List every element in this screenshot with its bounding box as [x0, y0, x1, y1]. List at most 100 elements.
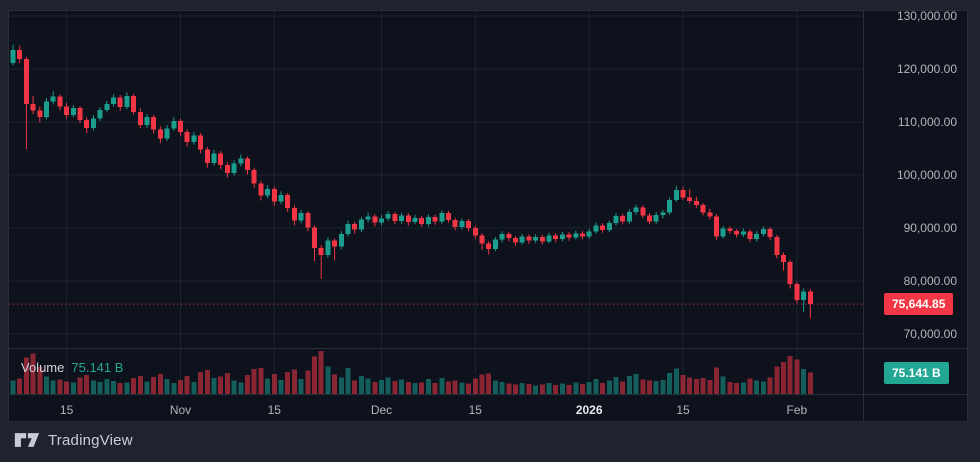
candle-body: [144, 117, 150, 126]
price-axis-separator: [863, 11, 864, 421]
volume-bar: [499, 382, 505, 394]
candle-body: [278, 195, 284, 202]
volume-bar: [211, 377, 217, 394]
volume-bar: [265, 378, 271, 394]
price-chart-canvas[interactable]: [9, 11, 968, 422]
candle-body: [499, 233, 505, 240]
price-axis-label: 130,000.00: [896, 10, 957, 23]
volume-bar: [492, 380, 498, 394]
tradingview-logo[interactable]: TradingView: [14, 431, 133, 449]
volume-bar: [104, 378, 110, 394]
candle-body: [633, 207, 639, 213]
candle-body: [559, 234, 565, 240]
candle-body: [626, 212, 632, 222]
candle-body: [586, 231, 592, 237]
candle-body: [117, 97, 123, 108]
volume-bar: [44, 376, 49, 394]
price-axis-label: 80,000.00: [903, 274, 957, 288]
candle-body: [312, 227, 317, 249]
volume-bar: [97, 382, 103, 394]
volume-legend-value: 75.141 B: [71, 360, 124, 375]
volume-bar: [787, 355, 793, 394]
volume-bar: [338, 377, 344, 394]
candle-body: [258, 183, 264, 196]
candle-body: [385, 214, 391, 219]
candle-body: [184, 132, 190, 143]
volume-bar: [660, 379, 666, 394]
candle-body: [131, 96, 137, 112]
candle-body: [10, 49, 16, 64]
volume-bar: [345, 368, 351, 394]
price-axis-label: 90,000.00: [903, 221, 957, 235]
candle-body: [466, 221, 472, 228]
candle-body: [580, 233, 585, 237]
candle-body: [285, 195, 291, 208]
candle-body: [231, 163, 237, 173]
volume-badge: 75.141 B: [884, 362, 949, 384]
candle-body: [452, 220, 458, 227]
volume-bar: [700, 377, 706, 394]
volume-bar: [667, 372, 673, 394]
volume-bar: [781, 362, 786, 394]
candle-body: [111, 97, 116, 104]
volume-bar: [298, 379, 304, 394]
candle-body: [734, 231, 740, 235]
candle-body: [680, 189, 686, 198]
volume-bar: [513, 384, 518, 394]
candle-body: [727, 228, 733, 232]
candle-body: [519, 236, 525, 243]
candle-body: [30, 103, 36, 111]
volume-bar: [117, 383, 123, 394]
candle-body: [204, 149, 210, 163]
pane-separator[interactable]: [9, 348, 967, 349]
volume-bar: [312, 356, 317, 394]
candle-body: [245, 158, 250, 171]
volume-bar: [90, 380, 96, 394]
volume-bar: [245, 375, 250, 394]
volume-bar: [137, 376, 143, 394]
candle-body: [573, 233, 579, 238]
candle-body: [526, 236, 532, 241]
candle-body: [90, 118, 96, 128]
candle-body: [23, 58, 29, 104]
candle-body: [191, 135, 197, 143]
volume-bar: [84, 375, 90, 394]
volume-legend[interactable]: Volume 75.141 B: [21, 359, 123, 377]
volume-bar: [258, 367, 264, 394]
candle-body: [137, 111, 143, 126]
volume-bar: [546, 383, 552, 394]
candle-body: [271, 188, 277, 202]
volume-bar: [714, 367, 719, 394]
candle-body: [352, 223, 358, 230]
time-axis-label: 15: [267, 403, 281, 417]
volume-bar: [720, 376, 726, 394]
candle-body: [365, 216, 371, 220]
price-axis-label: 110,000.00: [897, 115, 957, 129]
candle-body: [794, 284, 800, 301]
candle-body: [553, 235, 559, 240]
volume-bar: [64, 381, 70, 394]
volume-bar: [680, 375, 686, 394]
volume-bar: [640, 379, 646, 394]
candle-body: [593, 225, 599, 232]
volume-bar: [459, 382, 465, 394]
volume-bar: [271, 373, 277, 394]
candle-body: [653, 214, 659, 222]
candle-body: [533, 237, 539, 241]
volume-bar: [77, 377, 83, 394]
volume-bar: [566, 385, 572, 394]
volume-bar: [318, 351, 324, 394]
volume-bar: [559, 383, 565, 394]
candle-body: [399, 215, 405, 222]
candle-body: [767, 229, 773, 238]
volume-bar: [184, 375, 190, 394]
time-axis-label: 15: [468, 403, 482, 417]
volume-bar: [178, 380, 183, 394]
candle-body: [700, 205, 706, 213]
candle-body: [412, 217, 418, 223]
candle-body: [432, 216, 438, 222]
volume-bar: [573, 382, 579, 394]
candle-body: [647, 215, 652, 222]
candle-body: [305, 213, 311, 228]
